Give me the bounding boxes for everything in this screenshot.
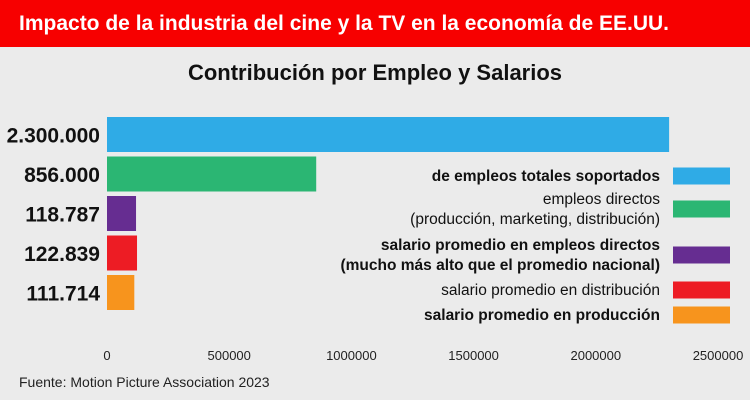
header-banner: Impacto de la industria del cine y la TV… (0, 0, 750, 47)
bar-value-label: 122.839 (24, 243, 100, 266)
legend-swatch (673, 200, 730, 218)
legend-label: empleos directos (543, 191, 660, 208)
x-tick-label: 2500000 (693, 348, 744, 363)
bar (107, 235, 138, 271)
bar-value-label: 111.714 (26, 283, 100, 306)
source-note: Fuente: Motion Picture Association 2023 (19, 374, 270, 390)
x-tick-label: 1500000 (448, 348, 499, 363)
legend-swatch (673, 167, 730, 185)
legend-label: (producción, marketing, distribución) (410, 211, 660, 228)
bar (107, 156, 317, 192)
bar (107, 196, 137, 231)
bar (107, 117, 670, 152)
legend-swatch (673, 246, 730, 264)
legend-swatch (673, 306, 730, 324)
legend-label: salario promedio en distribución (441, 282, 660, 299)
bar-value-label: 856.000 (24, 164, 100, 187)
legend-label: salario promedio en empleos directos (381, 237, 660, 254)
legend-swatch (673, 281, 730, 299)
legend-label: (mucho más alto que el promedio nacional… (340, 257, 660, 274)
x-tick-label: 2000000 (570, 348, 621, 363)
x-tick-label: 500000 (208, 348, 251, 363)
bar (107, 275, 135, 310)
chart-title: Contribución por Empleo y Salarios (187, 60, 563, 85)
x-tick-label: 0 (103, 348, 110, 363)
banner-title: Impacto de la industria del cine y la TV… (19, 12, 670, 35)
legend-label: salario promedio en producción (424, 307, 660, 324)
bar-value-label: 2.300.000 (7, 125, 100, 148)
bar-value-label: 118.787 (25, 204, 100, 227)
legend-label: de empleos totales soportados (432, 168, 660, 185)
x-tick-label: 1000000 (326, 348, 377, 363)
